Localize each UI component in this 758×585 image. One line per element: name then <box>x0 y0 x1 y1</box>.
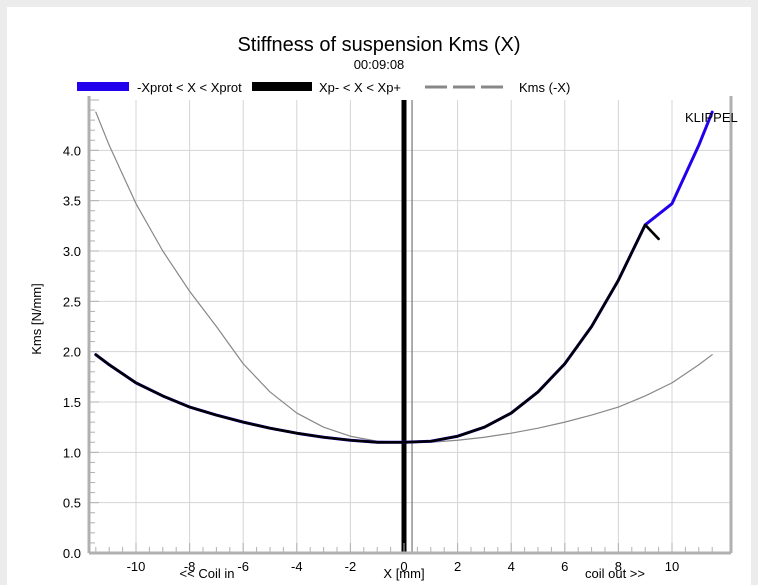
vertical-markers <box>401 100 413 553</box>
y-tick-label: 2.5 <box>63 294 81 309</box>
series-lines <box>94 110 714 444</box>
legend-label-series-2: Xp- < X < Xp+ <box>319 80 401 95</box>
chart-frame: Stiffness of suspension Kms (X) 00:09:08… <box>7 7 751 585</box>
x-tick-label: 8 <box>615 559 622 574</box>
watermark-label: KLIPPEL <box>685 110 738 125</box>
y-tick-labels: 0.0 0.5 1.0 1.5 2.0 2.5 3.0 3.5 4.0 <box>63 143 81 561</box>
y-tick-label: 4.0 <box>63 143 81 158</box>
y-tick-label: 0.0 <box>63 546 81 561</box>
chart-subtitle: 00:09:08 <box>354 57 405 72</box>
x-tick-label: -4 <box>291 559 303 574</box>
x-tick-label: 0 <box>400 559 407 574</box>
x-tick-label: 2 <box>454 559 461 574</box>
x-tick-label: -2 <box>345 559 357 574</box>
y-tick-label: 0.5 <box>63 496 81 511</box>
x-tick-label: 6 <box>561 559 568 574</box>
legend-label-series-1: -Xprot < X < Xprot <box>137 80 242 95</box>
x-axis-right-note: coil out >> <box>585 566 645 581</box>
y-axis-label: Kms [N/mm] <box>29 283 44 355</box>
y-tick-label: 3.5 <box>63 194 81 209</box>
series-line-2 <box>94 223 660 444</box>
x-tick-label: -6 <box>237 559 249 574</box>
chart: Stiffness of suspension Kms (X) 00:09:08… <box>29 34 738 581</box>
legend-swatch-series-1 <box>77 82 129 91</box>
y-tick-label: 3.0 <box>63 244 81 259</box>
y-tick-label: 1.0 <box>63 445 81 460</box>
x-tick-labels: -10 -8 -6 -4 -2 0 2 4 6 8 10 <box>127 559 680 574</box>
legend-swatch-series-2 <box>252 82 312 91</box>
x-tick-label: -10 <box>127 559 146 574</box>
y-tick-label: 1.5 <box>63 395 81 410</box>
legend: -Xprot < X < Xprot Xp- < X < Xp+ Kms (-X… <box>77 80 570 95</box>
legend-label-series-3: Kms (-X) <box>519 80 570 95</box>
y-tick-label: 2.0 <box>63 345 81 360</box>
grid <box>89 100 731 554</box>
x-axis-left-note: << Coil in <box>180 566 235 581</box>
axes <box>87 96 733 555</box>
x-tick-label: 10 <box>665 559 679 574</box>
x-tick-label: -8 <box>184 559 196 574</box>
x-axis-label: X [mm] <box>383 566 424 581</box>
chart-title: Stiffness of suspension Kms (X) <box>237 34 520 56</box>
x-tick-label: 4 <box>508 559 515 574</box>
